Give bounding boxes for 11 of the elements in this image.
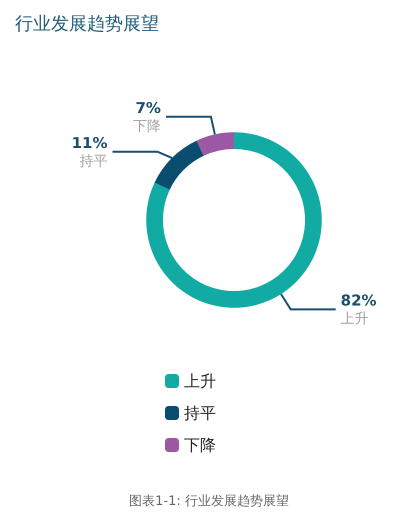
data-label: 82% (340, 291, 377, 310)
slice-label: 下降 (132, 118, 161, 134)
slice-label: 持平 (79, 153, 108, 170)
legend-label: 上升 (184, 372, 216, 390)
slice-label: 上升 (340, 310, 369, 327)
legend-label: 持平 (184, 404, 216, 422)
chart-title: 行业发展趋势展望 (15, 14, 159, 34)
data-label: 11% (72, 134, 108, 152)
data-label: 7% (135, 98, 161, 117)
legend-label: 下降 (184, 436, 216, 454)
text: 图表1-1: 行业发展趋势展望 (129, 494, 289, 509)
